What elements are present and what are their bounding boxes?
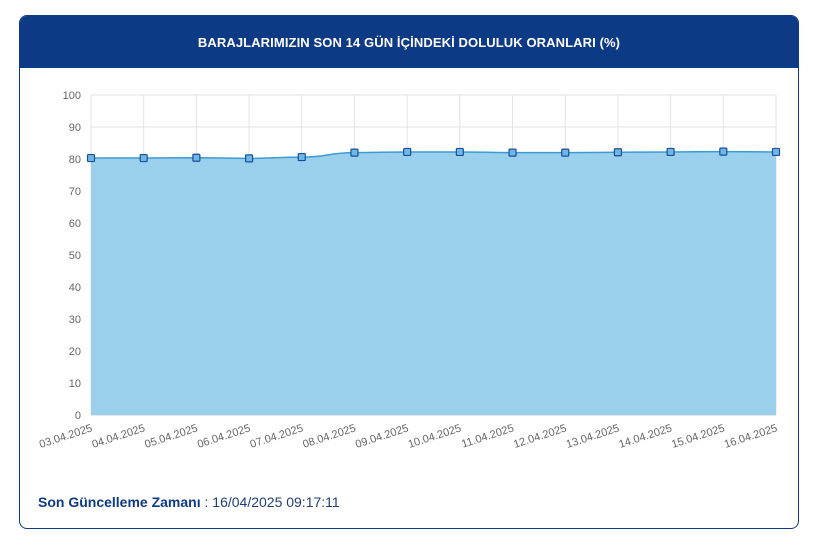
data-point[interactable] — [613, 148, 623, 157]
data-point[interactable] — [350, 148, 359, 157]
y-tick-label: 40 — [69, 282, 81, 294]
chart-title: BARAJLARIMIZIN SON 14 GÜN İÇİNDEKİ DOLUL… — [197, 34, 621, 50]
y-tick-label: 0 — [75, 410, 81, 422]
x-tick-label: 12.04.2025 — [512, 422, 568, 450]
last-update: Son Güncelleme Zamanı : 16/04/2025 09:17… — [38, 494, 340, 510]
x-tick-label: 14.04.2025 — [617, 422, 673, 450]
y-tick-label: 10 — [69, 378, 81, 390]
data-point[interactable] — [771, 147, 781, 157]
series-line — [91, 150, 777, 160]
x-tick-label: 04.04.2025 — [91, 422, 147, 450]
data-point[interactable] — [561, 148, 570, 157]
y-axis: 0 10 20 30 40 50 60 70 80 90 100 — [63, 90, 81, 422]
last-update-separator: : — [200, 494, 213, 510]
series-area — [91, 151, 776, 415]
data-point[interactable] — [86, 153, 96, 163]
x-axis: 03.04.202504.04.202505.04.202506.04.2025… — [38, 422, 779, 450]
x-tick-label: 09.04.2025 — [354, 422, 410, 450]
x-tick-label: 16.04.2025 — [723, 422, 779, 450]
data-point[interactable] — [192, 153, 201, 162]
y-tick-label: 30 — [69, 314, 81, 326]
chart-area: 0 10 20 30 40 50 60 70 80 90 100 03.04.2025 04.04.2… — [20, 68, 798, 458]
y-tick-label: 80 — [69, 154, 81, 166]
fill-rate-chart: 0 10 20 30 40 50 60 70 80 90 100 03.04.202504.04.2… — [38, 90, 781, 451]
card-header: BARAJLARIMIZIN SON 14 GÜN İÇİNDEKİ DOLUL… — [20, 16, 798, 68]
x-tick-label: 11.04.2025 — [460, 422, 515, 450]
x-tick-label: 13.04.2025 — [565, 422, 621, 450]
data-point[interactable] — [719, 147, 728, 156]
last-update-value: 16/04/2025 09:17:11 — [212, 494, 340, 510]
data-point[interactable] — [139, 153, 148, 163]
x-tick-label: 15.04.2025 — [670, 422, 726, 450]
x-tick-label: 07.04.2025 — [249, 422, 305, 450]
data-point[interactable] — [666, 147, 675, 157]
y-tick-label: 90 — [69, 122, 81, 134]
x-tick-label: 10.04.2025 — [407, 422, 463, 450]
x-tick-label: 06.04.2025 — [196, 422, 252, 450]
x-tick-label: 08.04.2025 — [301, 422, 357, 450]
last-update-label: Son Güncelleme Zamanı — [38, 494, 201, 510]
y-tick-label: 100 — [63, 90, 81, 102]
data-point[interactable] — [455, 147, 464, 157]
marker-layer — [86, 147, 781, 163]
x-tick-label: 05.04.2025 — [143, 422, 199, 450]
y-tick-label: 50 — [69, 250, 81, 262]
data-point[interactable] — [508, 148, 517, 157]
y-tick-label: 20 — [69, 346, 81, 358]
data-point[interactable] — [244, 154, 254, 163]
y-tick-label: 70 — [69, 186, 81, 198]
data-point[interactable] — [297, 152, 306, 162]
data-point[interactable] — [403, 147, 412, 157]
x-tick-label: 03.04.2025 — [38, 422, 94, 450]
area-layer — [91, 150, 777, 415]
chart-card: BARAJLARIMIZIN SON 14 GÜN İÇİNDEKİ DOLUL… — [19, 15, 799, 529]
y-tick-label: 60 — [69, 218, 81, 230]
